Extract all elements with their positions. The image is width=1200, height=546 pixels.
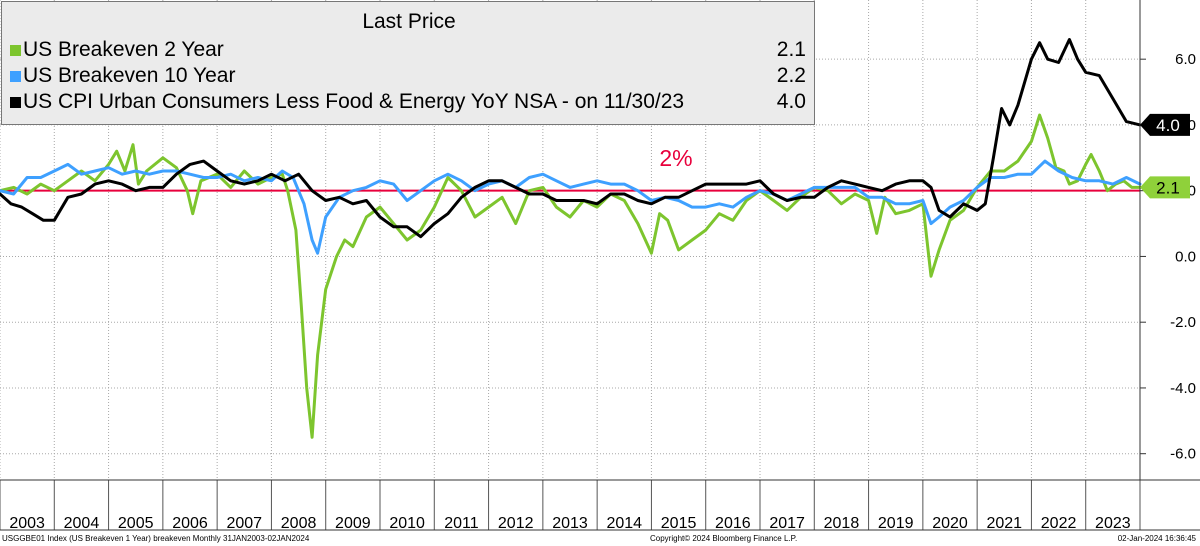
- legend-label-cpi: US CPI Urban Consumers Less Food & Energ…: [23, 90, 685, 113]
- x-tick-label: 2013: [552, 515, 588, 532]
- legend-swatch-cpi: [10, 97, 21, 108]
- x-tick-label: 2008: [281, 515, 317, 532]
- legend-entry-cpi: US CPI Urban Consumers Less Food & Energ…: [10, 90, 810, 116]
- x-tick-label: 2004: [64, 515, 100, 532]
- legend-title: Last Price: [362, 10, 456, 33]
- legend-value-cpi: 4.0: [776, 90, 806, 113]
- last-value-tag-label: 2.1: [1156, 178, 1180, 197]
- x-tick-label: 2014: [606, 515, 642, 532]
- series-core-cpi-line: [0, 38, 1142, 239]
- legend-entry-2y: US Breakeven 2 Year 2.1: [10, 38, 810, 64]
- series-layer: [0, 38, 1142, 439]
- y-tick-label: -6.0: [1170, 446, 1196, 463]
- reference-line-group: 2%: [0, 145, 1140, 192]
- y-tick-label: 0.0: [1175, 248, 1196, 265]
- footer-source: USGGBE01 Index (US Breakeven 1 Year) bre…: [2, 534, 310, 543]
- y-tick-label: -4.0: [1170, 380, 1196, 397]
- x-tick-label: 2015: [661, 515, 697, 532]
- x-tick-label: 2007: [226, 515, 262, 532]
- legend-entry-10y: US Breakeven 10 Year 2.2: [10, 64, 810, 90]
- x-tick-label: 2017: [769, 515, 805, 532]
- footer: USGGBE01 Index (US Breakeven 1 Year) bre…: [0, 532, 1200, 546]
- legend-label-2y: US Breakeven 2 Year: [23, 38, 224, 61]
- x-tick-label: 2012: [498, 515, 534, 532]
- last-value-tag-shape: [1140, 113, 1190, 136]
- reference-line-label: 2%: [659, 145, 692, 171]
- x-tick-label: 2010: [389, 515, 425, 532]
- legend-value-2y: 2.1: [776, 38, 806, 61]
- x-tick-label: 2005: [118, 515, 154, 532]
- x-tick-label: 2019: [878, 515, 914, 532]
- x-tick-label: 2011: [444, 515, 479, 532]
- series-2y-breakeven-line: [0, 113, 1142, 439]
- x-tick-label: 2021: [986, 515, 1022, 532]
- last-value-tag: 4.0: [1140, 113, 1190, 136]
- legend-label-10y: US Breakeven 10 Year: [23, 64, 236, 87]
- legend-swatch-10y: [10, 71, 21, 82]
- x-tick-label: 2020: [932, 515, 968, 532]
- x-tick-label: 2003: [9, 515, 45, 532]
- legend-value-10y: 2.2: [776, 64, 806, 87]
- x-axis: 2003 2004 2005 2006 2007 2008 2009 2010 2011 2012…: [0, 479, 1200, 532]
- last-value-tag-shape: [1140, 176, 1190, 199]
- legend-swatch-2y: [10, 45, 21, 56]
- x-tick-label: 2022: [1041, 515, 1077, 532]
- x-tick-label: 2016: [715, 515, 751, 532]
- legend-box: Last Price US Breakeven 2 Year 2.1 US Br…: [1, 1, 815, 125]
- footer-copyright: Copyright© 2024 Bloomberg Finance L.P.: [650, 534, 798, 543]
- last-value-tags: 4.0 2.1: [1140, 113, 1190, 199]
- x-tick-label: 2009: [335, 515, 371, 532]
- x-tick-label: 2006: [172, 515, 208, 532]
- x-tick-label: 2023: [1095, 515, 1131, 532]
- x-tick-label: 2018: [824, 515, 860, 532]
- y-tick-label: -2.0: [1170, 314, 1196, 331]
- y-tick-label: 6.0: [1175, 51, 1196, 68]
- last-value-tag: 2.1: [1140, 176, 1190, 199]
- last-value-tag-label: 4.0: [1156, 116, 1180, 135]
- footer-timestamp: 02-Jan-2024 16:36:45: [1117, 534, 1196, 543]
